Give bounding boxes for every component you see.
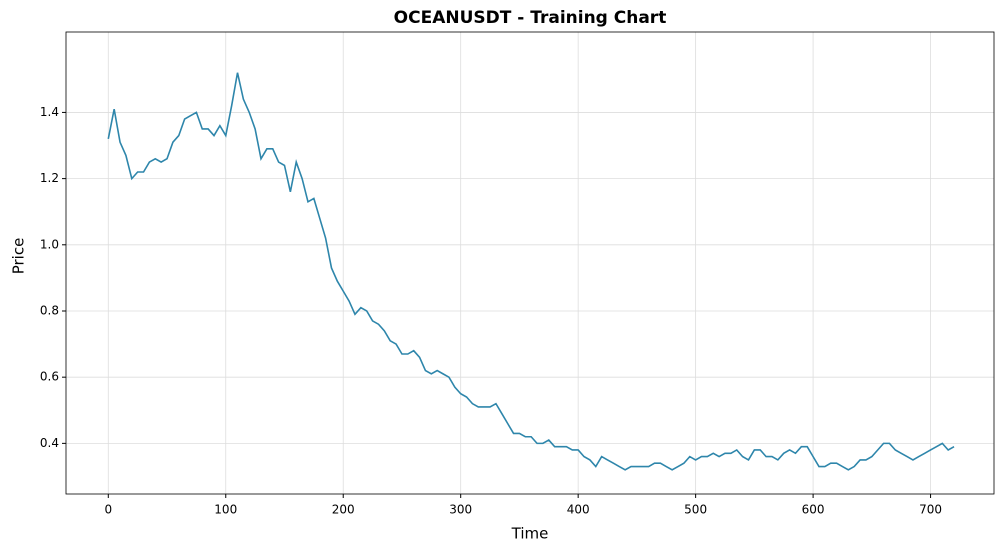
x-tick-label: 700: [919, 503, 942, 517]
y-tick-label: 1.0: [40, 237, 59, 251]
plot-frame: [65, 31, 995, 495]
x-tick-label: 300: [449, 503, 472, 517]
y-tick-label: 0.8: [40, 303, 59, 317]
price-line: [107, 72, 955, 471]
x-tick-label: 500: [684, 503, 707, 517]
x-axis-label: Time: [511, 525, 549, 543]
y-tick-label: 1.2: [40, 171, 59, 185]
y-tick-label: 0.4: [40, 436, 59, 450]
x-tick-label: 600: [802, 503, 825, 517]
y-axis-label: Price: [10, 238, 28, 275]
chart-title: OCEANUSDT - Training Chart: [394, 8, 667, 28]
x-tick-label: 0: [104, 503, 112, 517]
y-tick-label: 1.4: [40, 105, 59, 119]
x-tick-label: 400: [567, 503, 590, 517]
x-tick-label: 200: [332, 503, 355, 517]
x-tick-label: 100: [214, 503, 237, 517]
y-tick-label: 0.6: [40, 370, 59, 384]
